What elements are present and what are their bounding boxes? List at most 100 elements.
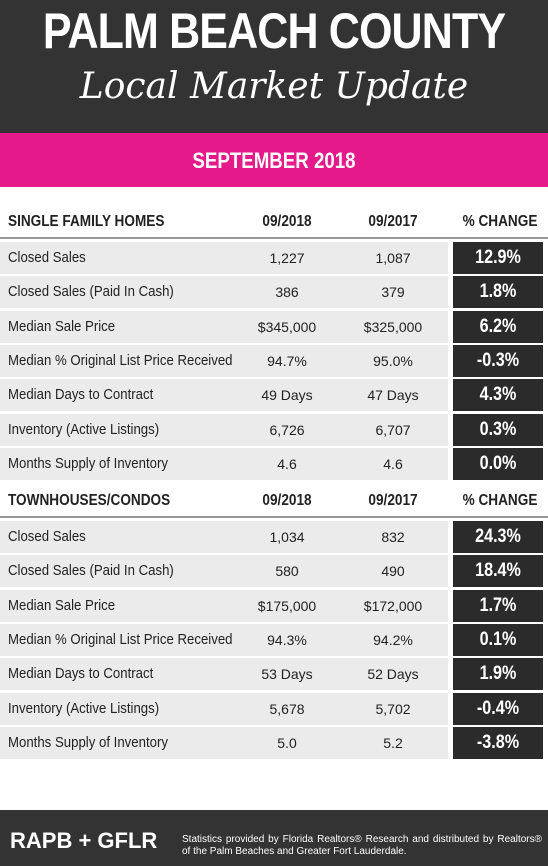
change-cell xyxy=(453,521,543,553)
pct-change: 0.1% xyxy=(479,628,517,650)
subtitle: Local Market Update xyxy=(79,66,469,107)
row-value: 95.0% xyxy=(373,352,413,369)
pct-change: 18.4% xyxy=(475,560,521,582)
row-value: 5,702 xyxy=(375,700,411,717)
row-value: 1,227 xyxy=(269,250,305,266)
column-header: 09/2017 xyxy=(368,213,418,230)
row-value: 6,707 xyxy=(375,421,411,438)
row-value: 94.3% xyxy=(267,631,307,648)
pct-change: -0.4% xyxy=(476,697,520,719)
data-row: Months Supply of Inventory 5.0 5.2 -3.8% xyxy=(0,726,548,759)
header-bg xyxy=(0,0,548,133)
data-row: Closed Sales 1,034 832 24.3% xyxy=(0,521,548,553)
row-value: 580 xyxy=(275,563,299,580)
row-value: $345,000 xyxy=(257,318,317,335)
pct-change: 12.9% xyxy=(475,247,521,268)
row-label: Inventory (Active Listings) xyxy=(8,420,160,438)
row-bg xyxy=(0,344,448,377)
row-label: Median Days to Contract xyxy=(8,665,154,683)
row-value: 5.2 xyxy=(383,734,403,751)
row-value: 52 Days xyxy=(367,666,419,683)
change-cell xyxy=(453,310,543,343)
row-bg xyxy=(0,658,448,691)
change-cell xyxy=(453,413,543,446)
row-bg xyxy=(0,413,448,446)
row-value: 6,726 xyxy=(269,421,305,438)
row-bg xyxy=(0,589,448,622)
footer-bg xyxy=(0,810,548,866)
change-cell xyxy=(453,344,543,377)
row-value: 832 xyxy=(381,529,405,545)
row-label: Closed Sales xyxy=(8,249,86,266)
column-header: TOWNHOUSES/CONDOS xyxy=(8,492,171,509)
column-header: % CHANGE xyxy=(462,213,538,230)
pct-change: 0.0% xyxy=(479,452,517,474)
row-label: Inventory (Active Listings) xyxy=(8,699,160,717)
data-row: Median % Original List Price Received 94.… xyxy=(0,344,548,377)
row-value: 47 Days xyxy=(367,387,419,404)
row-value: $172,000 xyxy=(363,597,423,614)
row-value: 1,087 xyxy=(375,250,411,266)
pct-change: -3.8% xyxy=(476,731,520,753)
row-label: Closed Sales (Paid In Cash) xyxy=(8,283,174,301)
row-value: $175,000 xyxy=(257,597,317,614)
row-value: 49 Days xyxy=(261,387,313,404)
row-bg xyxy=(0,692,448,725)
row-label: Closed Sales (Paid In Cash) xyxy=(8,562,174,580)
change-cell xyxy=(453,379,543,412)
change-cell xyxy=(453,623,543,656)
row-label: Months Supply of Inventory xyxy=(8,733,168,751)
pct-change: 1.9% xyxy=(479,663,517,685)
column-header: 09/2017 xyxy=(368,492,418,509)
row-bg xyxy=(0,447,448,480)
data-row: Median Days to Contract 53 Days 52 Days 1.9… xyxy=(0,658,548,691)
section-header: TOWNHOUSES/CONDOS 09/2018 09/2017 % CHANGE xyxy=(0,486,548,518)
title: PALM BEACH COUNTY xyxy=(42,3,506,59)
row-label: Months Supply of Inventory xyxy=(8,454,168,472)
data-row: Closed Sales (Paid In Cash) 580 490 18.4% xyxy=(0,555,548,588)
row-label: Median Sale Price xyxy=(8,317,116,335)
row-value: 379 xyxy=(381,284,405,301)
change-cell xyxy=(453,555,543,588)
data-row: Median % Original List Price Received 94.… xyxy=(0,623,548,656)
row-value: 5.0 xyxy=(277,734,297,751)
change-cell xyxy=(453,276,543,309)
row-value: $325,000 xyxy=(363,318,423,335)
pct-change: 0.3% xyxy=(479,418,517,440)
row-bg xyxy=(0,726,448,759)
row-bg xyxy=(0,555,448,588)
column-header: 09/2018 xyxy=(262,213,312,230)
row-value: 490 xyxy=(381,563,405,580)
pct-change: 6.2% xyxy=(479,315,517,337)
change-cell xyxy=(453,658,543,691)
data-row: Months Supply of Inventory 4.6 4.6 0.0% xyxy=(0,447,548,480)
source-note: Statistics provided by Florida Realtors®… xyxy=(182,834,542,857)
row-bg xyxy=(0,242,448,274)
row-value: 4.6 xyxy=(277,455,297,472)
row-value: 94.2% xyxy=(373,631,413,648)
row-label: Median % Original List Price Received xyxy=(8,630,233,648)
month: SEPTEMBER 2018 xyxy=(192,148,356,173)
row-value: 5,678 xyxy=(269,700,305,717)
row-value: 386 xyxy=(275,284,299,301)
data-row: Median Days to Contract 49 Days 47 Days 4.3… xyxy=(0,379,548,412)
change-cell xyxy=(453,692,543,725)
column-header: 09/2018 xyxy=(262,492,312,509)
pct-change: 1.7% xyxy=(479,594,517,616)
row-value: 94.7% xyxy=(267,352,307,369)
brand: RAPB + GFLR xyxy=(10,828,158,853)
change-cell xyxy=(453,726,543,759)
change-cell xyxy=(453,447,543,480)
data-row: Median Sale Price $175,000 $172,000 1.7% xyxy=(0,589,548,622)
pct-change: 24.3% xyxy=(475,526,521,547)
data-row: Closed Sales (Paid In Cash) 386 379 1.8% xyxy=(0,276,548,309)
row-bg xyxy=(0,379,448,412)
row-value: 4.6 xyxy=(383,455,403,472)
row-label: Median Days to Contract xyxy=(8,386,154,404)
row-bg xyxy=(0,521,448,553)
row-label: Median % Original List Price Received xyxy=(8,351,233,369)
month-band xyxy=(0,133,548,187)
row-value: 53 Days xyxy=(261,666,313,683)
data-row: Inventory (Active Listings) 5,678 5,702 -0.… xyxy=(0,692,548,725)
